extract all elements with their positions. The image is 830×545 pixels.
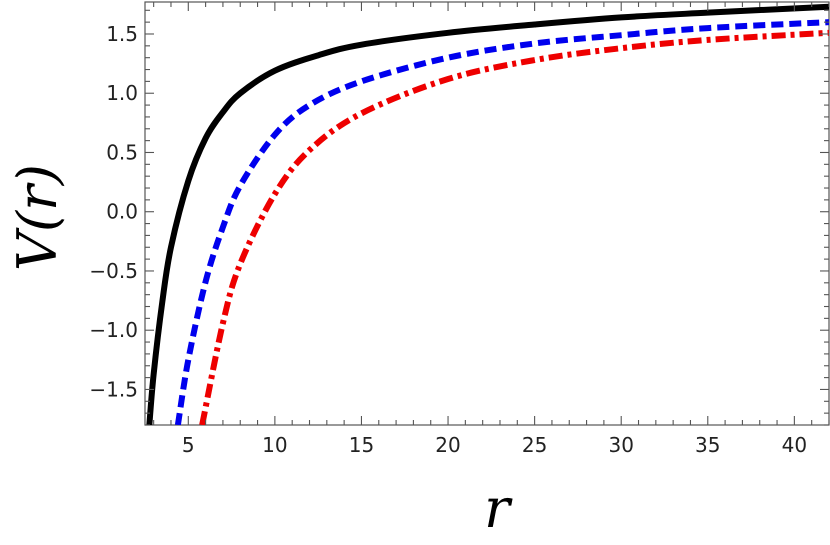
plot-frame-group [144, 1, 830, 426]
ticks-layer [145, 2, 830, 426]
x-tick-label: 30 [608, 433, 633, 457]
x-tick-label: 35 [695, 433, 720, 457]
y-tick-label: 0.0 [106, 200, 138, 224]
y-tick-label: 1.5 [106, 22, 138, 46]
x-axis-title: r [484, 477, 513, 540]
x-tick-label: 15 [349, 433, 374, 457]
series-line-1 [146, 3, 829, 425]
series-layer [146, 3, 829, 425]
x-tick-label: 40 [782, 433, 807, 457]
y-tick-label: 0.5 [106, 140, 138, 164]
y-tick-label: −0.5 [89, 259, 138, 283]
y-tick-label: −1.0 [89, 318, 138, 342]
x-tick-label: 5 [182, 433, 195, 457]
series-line-2 [174, 19, 829, 425]
x-tick-label: 10 [262, 433, 287, 457]
y-tick-label: 1.0 [106, 81, 138, 105]
y-tick-labels: −1.5 −1.0 −0.5 0.0 0.5 1.0 1.5 [89, 22, 138, 401]
plot-frame [144, 1, 830, 426]
x-tick-label: 20 [435, 433, 460, 457]
series-line-3 [199, 29, 829, 425]
y-tick-label: −1.5 [89, 377, 138, 401]
x-tick-labels: 5 10 15 20 25 30 35 40 [182, 433, 807, 457]
y-axis-title: V(r) [6, 164, 69, 271]
x-tick-label: 25 [522, 433, 547, 457]
